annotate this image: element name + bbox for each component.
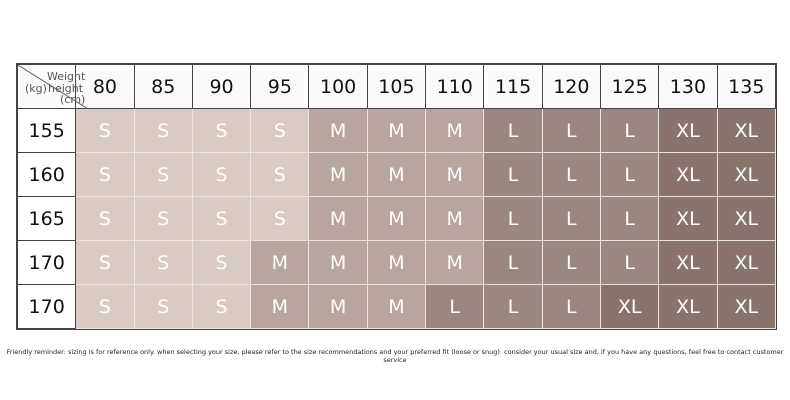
size-cell: L [483, 196, 543, 241]
size-cell: S [191, 284, 252, 329]
weight-header: 100 [308, 64, 368, 109]
size-row: 160 S S S S M M M L L L XL XL [16, 152, 777, 197]
size-cell: M [308, 240, 368, 285]
size-cell: XL [716, 196, 777, 241]
corner-cell: Weight (kg) height (cm) [16, 64, 88, 109]
size-cell: L [425, 284, 485, 329]
weight-header: 105 [366, 64, 427, 109]
corner-height-unit: (cm) [60, 93, 86, 106]
size-cell: M [308, 152, 368, 197]
size-cell: S [133, 196, 193, 241]
height-label: 170 [16, 240, 77, 285]
size-cell: S [191, 196, 252, 241]
size-cell: XL [658, 108, 718, 153]
size-cell: S [191, 108, 252, 153]
size-cell: M [366, 196, 427, 241]
size-cell: S [75, 284, 135, 329]
size-cell: L [483, 240, 543, 285]
corner-height: height [48, 82, 84, 95]
size-cell: XL [599, 284, 660, 329]
size-cell: S [133, 108, 193, 153]
size-cell: L [483, 108, 543, 153]
weight-header: 120 [541, 64, 601, 109]
size-cell: XL [658, 196, 718, 241]
size-cell: L [541, 196, 601, 241]
size-cell: M [425, 240, 485, 285]
size-cell: L [599, 108, 660, 153]
size-cell: L [599, 240, 660, 285]
size-row: 165 S S S S M M M L L L XL XL [16, 196, 777, 241]
size-cell: M [308, 284, 368, 329]
corner-weight: Weight [47, 70, 86, 83]
size-cell: L [541, 240, 601, 285]
size-cell: S [75, 108, 135, 153]
size-cell: XL [716, 152, 777, 197]
header-row: Weight (kg) height (cm) 80 85 90 95 100 105 110 115… [16, 64, 777, 109]
size-row: 155 S S S S M M M L L L XL XL [16, 108, 777, 153]
size-cell: S [191, 240, 252, 285]
size-cell: S [250, 196, 310, 241]
height-label: 165 [16, 196, 77, 241]
size-cell: M [366, 284, 427, 329]
size-cell: S [75, 240, 135, 285]
size-cell: M [250, 284, 310, 329]
height-label: 155 [16, 108, 77, 153]
size-cell: L [599, 196, 660, 241]
size-cell: M [366, 108, 427, 153]
size-cell: L [541, 284, 601, 329]
weight-header: 125 [599, 64, 660, 109]
size-cell: L [541, 108, 601, 153]
size-cell: S [250, 108, 310, 153]
size-row: 170 S S S M M M L L L XL XL XL [16, 284, 777, 329]
size-cell: L [483, 284, 543, 329]
size-cell: S [75, 196, 135, 241]
size-table: Weight (kg) height (cm) 80 85 90 95 100 105 110 115… [16, 63, 777, 330]
diagonal [18, 65, 88, 109]
size-cell: XL [658, 284, 718, 329]
weight-header: 135 [716, 64, 777, 109]
height-label: 170 [16, 284, 77, 329]
weight-header: 130 [658, 64, 718, 109]
weight-header: 85 [133, 64, 193, 109]
weight-header: 110 [425, 64, 485, 109]
size-cell: L [483, 152, 543, 197]
size-cell: L [599, 152, 660, 197]
size-row: 170 S S S M M M M L L L XL XL [16, 240, 777, 285]
weight-header: 95 [250, 64, 310, 109]
weight-header: 90 [191, 64, 252, 109]
size-cell: M [366, 152, 427, 197]
size-cell: XL [716, 108, 777, 153]
size-cell: XL [658, 152, 718, 197]
size-cell: M [308, 108, 368, 153]
size-cell: XL [716, 240, 777, 285]
size-cell: S [133, 240, 193, 285]
size-cell: M [366, 240, 427, 285]
size-cell: S [250, 152, 310, 197]
size-cell: S [191, 152, 252, 197]
size-cell: S [75, 152, 135, 197]
size-cell: M [425, 196, 485, 241]
size-cell: S [133, 152, 193, 197]
weight-header: 115 [483, 64, 543, 109]
size-cell: M [425, 152, 485, 197]
height-label: 160 [16, 152, 77, 197]
size-cell: M [250, 240, 310, 285]
size-cell: M [308, 196, 368, 241]
size-cell: M [425, 108, 485, 153]
size-cell: XL [716, 284, 777, 329]
footnote: Friendly reminder: sizing is for referen… [6, 348, 784, 364]
size-cell: XL [658, 240, 718, 285]
size-cell: L [541, 152, 601, 197]
corner-weight-unit: (kg) [25, 82, 47, 95]
size-cell: S [133, 284, 193, 329]
